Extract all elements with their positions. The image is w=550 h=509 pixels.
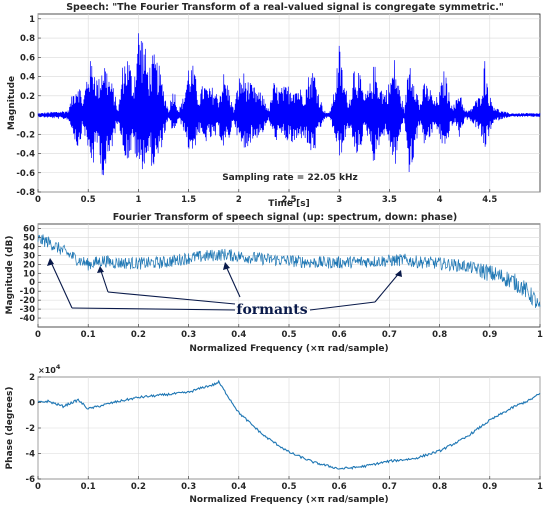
phase-x-ticks: 0 0.1 0.2 0.3 0.4 0.5 0.6 0.7 0.8 0.9 1 (35, 476, 543, 492)
speech-waveform (37, 33, 541, 176)
phase-y-tick-label: -2 (26, 424, 36, 434)
spectrum-line (37, 234, 541, 308)
formant-arrow-1 (71, 307, 236, 311)
speech-y-tick-label: 1 (29, 15, 35, 25)
phase-y-tick-label: -4 (26, 450, 36, 460)
phase-x-tick-label: 0.2 (131, 482, 146, 492)
spectrum-title: Fourier Transform of speech signal (up: … (113, 212, 457, 223)
phase-line (37, 379, 541, 470)
speech-x-axis-label: Time [s] (268, 199, 309, 209)
speech-x-tick-label: 0.5 (81, 195, 96, 205)
phase-y-tick-label: 2 (29, 373, 35, 383)
phase-x-tick-label: 0.9 (482, 482, 497, 492)
phase-x-tick-label: 0.6 (332, 482, 347, 492)
speech-waveform-panel: Speech: "The Fourier Transform of a real… (7, 2, 541, 209)
spectrum-y-tick-label: 0 (29, 278, 35, 288)
spectrum-x-tick-label: 0.8 (432, 330, 447, 340)
phase-y-ticks: -6 -4 -2 0 2 (26, 373, 41, 485)
speech-x-tick-label: 2 (236, 195, 242, 205)
phase-y-axis-label: Phase (degrees) (5, 387, 15, 470)
spectrum-y-tick-label: -40 (20, 314, 35, 324)
phase-x-tick-label: 0.1 (81, 482, 96, 492)
spectrum-x-tick-label: 0.6 (332, 330, 347, 340)
spectrum-trace (37, 234, 541, 308)
phase-x-tick-label: 0.5 (281, 482, 296, 492)
phase-y-tick-label: 0 (29, 399, 35, 409)
spectrum-y-tick-label: 40 (23, 242, 35, 252)
speech-y-tick-label: 0.8 (20, 34, 35, 44)
speech-y-tick-label: 0.6 (20, 53, 35, 63)
spectrum-x-tick-label: 0.2 (131, 330, 146, 340)
spectrum-y-tick-label: -30 (20, 305, 35, 315)
spectrum-panel: Fourier Transform of speech signal (up: … (5, 212, 543, 354)
speech-x-tick-label: 2.5 (281, 195, 296, 205)
spectrum-y-tick-label: 60 (23, 224, 35, 234)
phase-x-tick-label: 0.4 (231, 482, 246, 492)
spectrum-y-tick-label: 50 (23, 233, 35, 243)
phase-x-tick-label: 1 (537, 482, 543, 492)
phase-x-tick-label: 0.3 (181, 482, 196, 492)
phase-x-axis-label: Normalized Frequency (×π rad/sample) (189, 495, 388, 505)
speech-y-tick-label: -0.2 (16, 130, 35, 140)
formant-arrow-4 (309, 301, 376, 311)
phase-y-tick-label: -6 (26, 475, 36, 485)
spectrum-y-axis-label: Magnitude (dB) (5, 236, 15, 315)
formant-arrowhead-4 (395, 270, 402, 277)
spectrum-x-tick-label: 0.3 (181, 330, 196, 340)
spectrum-x-tick-label: 0.1 (81, 330, 96, 340)
formant-arrow-3 (224, 263, 241, 298)
speech-y-tick-label: -0.8 (16, 188, 35, 198)
spectrum-y-tick-label: 30 (23, 251, 35, 261)
speech-title: Speech: "The Fourier Transform of a real… (66, 2, 504, 13)
phase-exponent-label: ×104 (38, 363, 61, 375)
formant-arrow-2 (107, 291, 236, 305)
speech-y-tick-label: 0 (29, 111, 35, 121)
formant-arrowhead-1 (47, 258, 54, 266)
spectrum-y-tick-label: 10 (23, 269, 35, 279)
speech-x-ticks: 0 0.5 1 1.5 2 2.5 3 3.5 4 4.5 (35, 189, 497, 205)
spectrum-x-tick-label: 0.4 (231, 330, 246, 340)
spectrum-x-tick-label: 0 (35, 330, 41, 340)
speech-waveform-trace (37, 33, 541, 176)
speech-y-tick-label: 0.2 (20, 92, 35, 102)
spectrum-y-tick-label: -20 (20, 296, 35, 306)
speech-x-tick-label: 1.5 (181, 195, 196, 205)
spectrum-x-tick-label: 0.5 (281, 330, 296, 340)
formant-arrow-1-head-line (49, 259, 73, 309)
speech-x-tick-label: 4.5 (482, 195, 497, 205)
spectrum-x-tick-label: 1 (537, 330, 543, 340)
speech-y-tick-label: 0.4 (20, 73, 35, 83)
formant-arrow-4-head-line (374, 271, 401, 303)
phase-x-tick-label: 0.8 (432, 482, 447, 492)
speech-x-tick-label: 3.5 (382, 195, 397, 205)
speech-y-tick-label: -0.4 (16, 150, 35, 160)
speech-y-tick-label: -0.6 (16, 169, 35, 179)
speech-y-ticks: -0.8 -0.6 -0.4 -0.2 0 0.2 0.4 0.6 0.8 1 (16, 15, 41, 198)
formants-label: formants (236, 302, 307, 318)
phase-trace (37, 379, 541, 470)
speech-x-tick-label: 1 (135, 195, 141, 205)
speech-x-tick-label: 3 (336, 195, 342, 205)
speech-x-tick-label: 4 (437, 195, 443, 205)
spectrum-x-tick-label: 0.7 (382, 330, 397, 340)
formant-arrowheads (47, 258, 402, 277)
phase-x-tick-label: 0 (35, 482, 41, 492)
spectrum-x-axis-label: Normalized Frequency (×π rad/sample) (189, 344, 388, 354)
sampling-rate-annotation: Sampling rate = 22.05 kHz (222, 173, 358, 183)
speech-x-tick-label: 0 (35, 195, 41, 205)
formant-arrowhead-2 (97, 266, 104, 273)
spectrum-x-ticks: 0 0.1 0.2 0.3 0.4 0.5 0.6 0.7 0.8 0.9 1 (35, 324, 543, 340)
spectrum-x-tick-label: 0.9 (482, 330, 497, 340)
formant-arrowhead-3 (223, 262, 230, 270)
spectrum-y-tick-label: 20 (23, 260, 35, 270)
phase-panel: ×104 -6-4-202 0 0.1 0.2 0.3 0.4 0.5 0.6 0.7 0.8 0… (5, 363, 543, 505)
phase-x-tick-label: 0.7 (382, 482, 397, 492)
speech-y-axis-label: Magnitude (7, 76, 17, 130)
spectrum-y-tick-label: -10 (20, 287, 35, 297)
